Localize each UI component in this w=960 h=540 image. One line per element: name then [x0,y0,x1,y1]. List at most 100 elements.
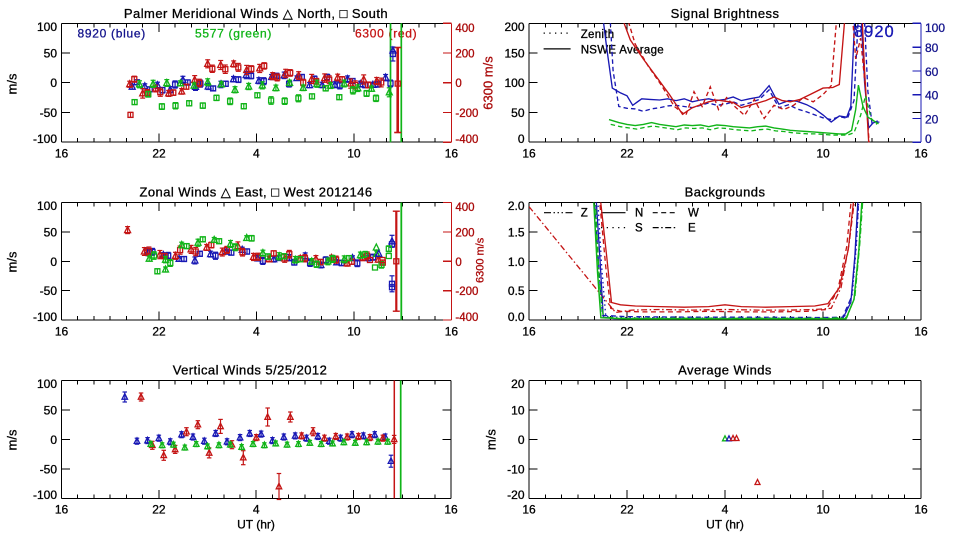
svg-text:16: 16 [522,147,536,161]
svg-text:10: 10 [347,325,361,339]
svg-text:10: 10 [816,325,830,339]
svg-text:W: W [688,208,699,220]
svg-text:60: 60 [925,65,939,79]
svg-text:40: 40 [925,89,939,103]
svg-text:-20: -20 [507,488,525,502]
svg-text:150: 150 [504,47,524,61]
svg-text:22: 22 [152,325,166,339]
svg-text:0: 0 [50,255,57,269]
svg-text:8920 (blue): 8920 (blue) [78,27,146,41]
svg-text:1.5: 1.5 [508,225,525,239]
svg-text:200: 200 [455,227,474,239]
svg-text:50: 50 [44,225,58,239]
svg-text:-200: -200 [455,286,478,298]
svg-text:Z: Z [581,208,588,220]
svg-text:4: 4 [722,147,729,161]
svg-text:16: 16 [522,503,536,517]
svg-text:16: 16 [445,325,459,339]
svg-text:-400: -400 [455,312,478,324]
svg-text:200: 200 [504,20,524,34]
svg-text:50: 50 [44,47,58,61]
svg-text:0: 0 [518,132,525,146]
svg-text:-10: -10 [507,462,525,476]
svg-text:16: 16 [55,503,69,517]
svg-text:22: 22 [152,147,166,161]
svg-text:-100: -100 [33,310,57,324]
svg-text:16: 16 [522,325,536,339]
svg-text:4: 4 [253,147,260,161]
svg-text:-100: -100 [33,488,57,502]
svg-text:-200: -200 [455,108,478,120]
svg-text:-100: -100 [33,132,57,146]
svg-text:Backgrounds: Backgrounds [685,185,766,200]
svg-text:m/s: m/s [484,429,499,450]
svg-text:-50: -50 [40,106,58,120]
svg-text:-400: -400 [455,134,478,146]
svg-text:0.0: 0.0 [508,310,525,324]
svg-text:20: 20 [511,377,525,391]
svg-text:22: 22 [620,503,634,517]
svg-text:10: 10 [816,503,830,517]
svg-text:16: 16 [444,503,458,517]
svg-text:4: 4 [253,503,260,517]
svg-text:22: 22 [152,503,166,517]
svg-text:10: 10 [347,503,361,517]
svg-text:22: 22 [620,147,634,161]
svg-text:0: 0 [925,132,932,146]
svg-text:100: 100 [925,21,945,35]
svg-text:22: 22 [620,325,634,339]
svg-text:5577 (green): 5577 (green) [195,27,272,41]
svg-text:Average Winds: Average Winds [678,363,772,378]
svg-text:100: 100 [37,377,57,391]
svg-text:50: 50 [44,404,58,418]
svg-text:2.0: 2.0 [508,199,525,213]
svg-text:NSWE Average: NSWE Average [581,45,664,57]
svg-text:16: 16 [55,325,69,339]
svg-text:10: 10 [511,403,525,417]
svg-text:Zonal Winds △ East, □ West 201: Zonal Winds △ East, □ West 2012146 [139,185,372,200]
svg-text:Zenith: Zenith [581,29,615,41]
svg-text:50: 50 [511,106,525,120]
svg-text:400: 400 [455,202,474,214]
svg-text:16: 16 [445,147,459,161]
svg-text:10: 10 [347,147,361,161]
svg-text:Palmer Meridional Winds △ Nort: Palmer Meridional Winds △ North, □ South [124,6,388,21]
svg-text:E: E [688,223,696,235]
svg-text:UT (hr): UT (hr) [237,518,275,532]
svg-text:16: 16 [914,503,928,517]
svg-text:4: 4 [722,503,729,517]
svg-text:80: 80 [925,41,939,55]
svg-text:6300 m/s: 6300 m/s [481,56,496,110]
svg-text:-50: -50 [40,284,58,298]
svg-text:6300 (red): 6300 (red) [355,27,417,41]
svg-text:8920: 8920 [854,23,895,41]
svg-text:m/s: m/s [5,429,20,450]
svg-text:0: 0 [50,76,57,90]
svg-text:Vertical Winds 5/25/2012: Vertical Winds 5/25/2012 [173,363,328,378]
svg-text:16: 16 [55,147,69,161]
svg-text:16: 16 [914,325,928,339]
svg-text:200: 200 [455,49,474,61]
svg-text:0: 0 [50,433,57,447]
svg-text:100: 100 [37,199,57,213]
svg-text:100: 100 [37,20,57,34]
svg-text:400: 400 [455,23,474,35]
svg-text:4: 4 [722,325,729,339]
svg-text:-50: -50 [40,462,58,476]
svg-text:m/s: m/s [5,73,20,94]
svg-text:N: N [635,208,643,220]
svg-text:UT (hr): UT (hr) [706,518,744,532]
svg-text:10: 10 [816,147,830,161]
svg-text:100: 100 [504,76,524,90]
svg-text:Signal Brightness: Signal Brightness [671,6,780,21]
svg-text:16: 16 [914,147,928,161]
svg-text:m/s: m/s [5,251,20,272]
svg-text:6300 m/s: 6300 m/s [475,237,487,283]
svg-text:20: 20 [925,112,939,126]
svg-text:0: 0 [455,78,461,90]
svg-text:0: 0 [455,257,461,269]
svg-text:4: 4 [253,325,260,339]
svg-text:1.0: 1.0 [508,255,525,269]
svg-text:0: 0 [518,433,525,447]
svg-text:S: S [635,223,643,235]
